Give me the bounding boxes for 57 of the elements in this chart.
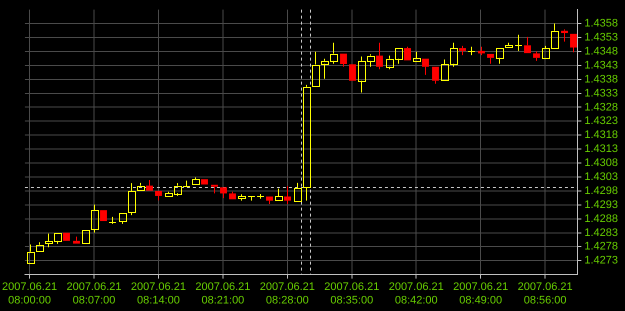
- candlestick: [303, 84, 311, 202]
- x-tick-label: 2007.06.21 08:00:00: [2, 281, 58, 306]
- y-tick-label: 1.4328: [584, 101, 618, 114]
- y-tick-label: 1.4323: [584, 115, 618, 128]
- y-tick-label: 1.4303: [584, 171, 618, 183]
- candlestick: [413, 51, 421, 62]
- y-tick-label: 1.4273: [584, 254, 618, 267]
- y-tick-label: 1.4288: [584, 212, 618, 225]
- y-tick-label: 1.4343: [584, 59, 618, 72]
- x-tick-label: 2007.06.21 08:49:00: [453, 281, 508, 306]
- x-tick-label: 2007.06.21 08:07:00: [66, 281, 122, 306]
- candlestick: [533, 50, 540, 62]
- y-tick-label: 1.4293: [584, 198, 618, 211]
- y-tick-label: 1.4338: [584, 73, 618, 86]
- candlestick: [155, 190, 162, 201]
- candlestick: [27, 244, 35, 264]
- y-tick-label: 1.4308: [584, 157, 618, 170]
- x-tick-label: 2007.06.21 08:14:00: [130, 281, 186, 306]
- candlestick: [340, 54, 347, 68]
- candlestick: [275, 188, 283, 201]
- candlestick: [570, 34, 577, 53]
- x-tick-label: 2007.06.21 08:42:00: [388, 281, 444, 306]
- candlestick: [73, 236, 80, 244]
- candlestick: [266, 196, 273, 205]
- y-tick-label: 1.4313: [584, 143, 618, 156]
- y-tick-label: 1.4353: [584, 32, 618, 44]
- x-tick-label: 2007.06.21 08:35:00: [324, 281, 380, 306]
- candlestick: [561, 28, 568, 42]
- candlestick: [478, 46, 485, 56]
- candlestick: [524, 36, 531, 54]
- candlestick: [312, 51, 320, 87]
- candlestick: [128, 182, 136, 216]
- candlestick: [284, 186, 291, 205]
- y-tick-label: 1.4333: [584, 87, 618, 100]
- candlestick: [404, 46, 411, 60]
- y-tick-label: 1.4358: [584, 18, 618, 30]
- candlestick: [422, 58, 429, 76]
- candlestick: [91, 204, 99, 233]
- candlestick: [146, 180, 153, 191]
- candlestick: [36, 242, 44, 252]
- y-tick-label: 1.4298: [584, 184, 618, 197]
- y-tick-label: 1.4318: [584, 129, 618, 142]
- candlestick: [514, 34, 522, 52]
- x-tick-label: 2007.06.21 08:21:00: [195, 281, 250, 306]
- candlestick: [468, 46, 476, 56]
- x-tick-label: 2007.06.21 08:56:00: [518, 281, 573, 306]
- candlestick: [137, 182, 145, 191]
- candlestick: [220, 187, 227, 199]
- y-tick-label: 1.4348: [584, 45, 618, 58]
- y-tick-label: 1.4278: [584, 240, 618, 253]
- candlestick: [432, 66, 439, 84]
- candlestick: [294, 182, 302, 202]
- candlestick: [459, 45, 466, 56]
- candlestick: [376, 42, 383, 70]
- candlestick: [487, 54, 494, 64]
- x-tick-label: 2007.06.21 08:28:00: [260, 281, 315, 306]
- y-tick-label: 1.4283: [584, 226, 618, 239]
